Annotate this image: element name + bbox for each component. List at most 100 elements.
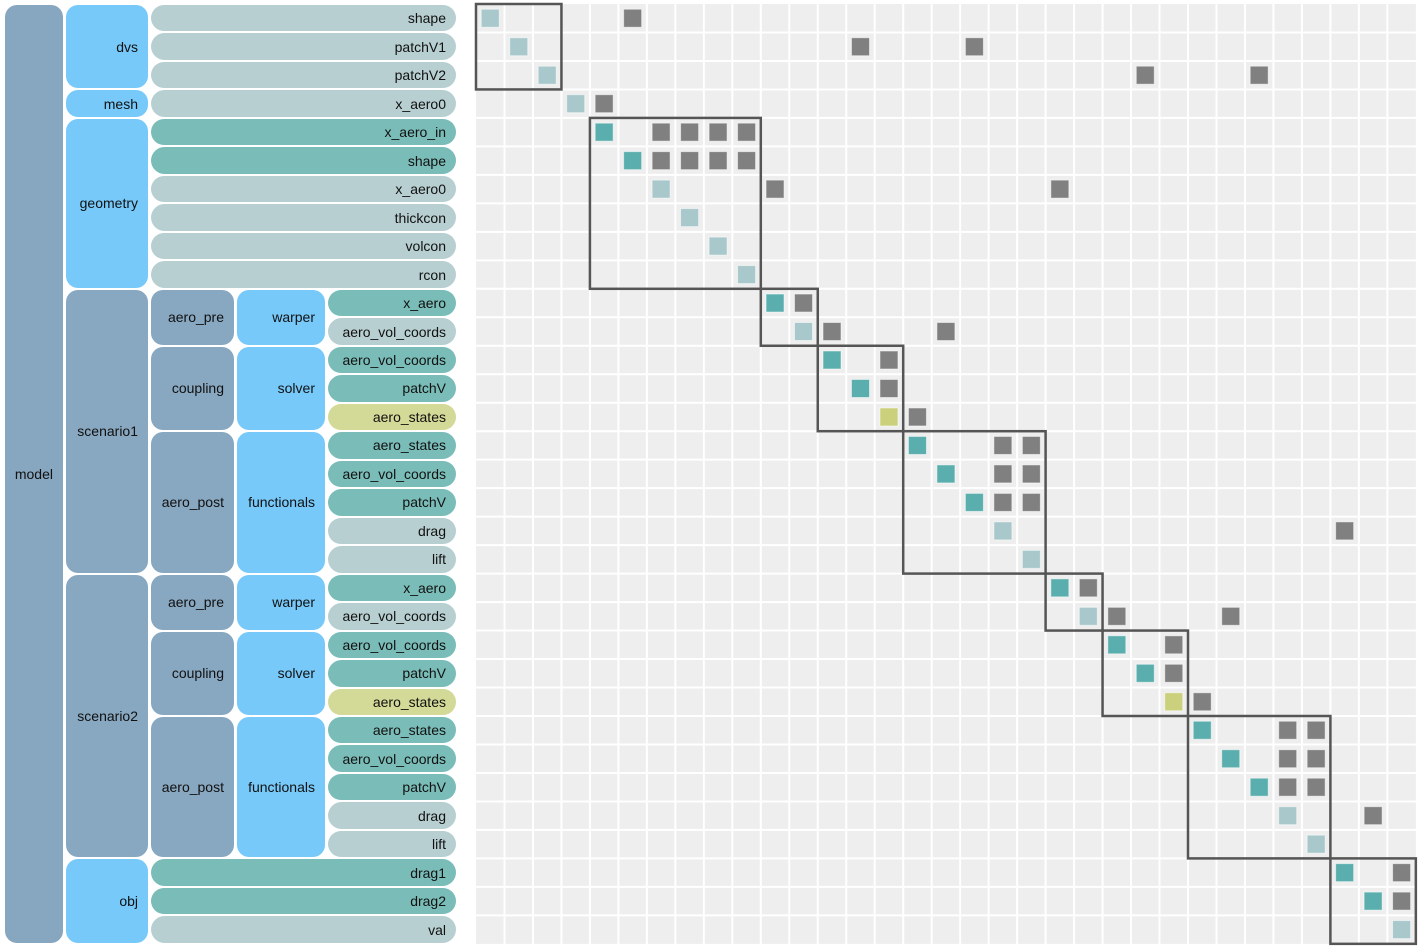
connection-cell[interactable] [1078, 578, 1098, 598]
diagonal-cell-x-aero[interactable] [765, 293, 785, 313]
group-solver[interactable]: solver [237, 346, 325, 431]
diagonal-cell-aero-vol-coords[interactable] [1221, 749, 1241, 769]
connection-cell[interactable] [1107, 606, 1127, 626]
variable-aero-vol-coords[interactable]: aero_vol_coords [328, 460, 456, 488]
connection-cell[interactable] [1392, 863, 1412, 883]
connection-cell[interactable] [993, 492, 1013, 512]
connection-cell[interactable] [794, 293, 814, 313]
group-mesh[interactable]: mesh [66, 90, 148, 117]
diagonal-cell-drag[interactable] [993, 521, 1013, 541]
connection-cell[interactable] [1135, 65, 1155, 85]
variable-shape[interactable]: shape [151, 147, 456, 174]
variable-patchV[interactable]: patchV [328, 660, 456, 687]
diagonal-cell-patchV[interactable] [850, 378, 870, 398]
variable-x-aero[interactable]: x_aero [328, 574, 456, 602]
connection-cell[interactable] [1306, 777, 1326, 797]
variable-aero-vol-coords[interactable]: aero_vol_coords [328, 603, 456, 630]
group-aero-post[interactable]: aero_post [151, 432, 234, 573]
diagonal-cell-lift[interactable] [1306, 834, 1326, 854]
variable-patchV[interactable]: patchV [328, 773, 456, 801]
group-model[interactable]: model [5, 5, 63, 943]
diagonal-cell-patchV[interactable] [1135, 663, 1155, 683]
diagonal-cell-shape[interactable] [623, 151, 643, 171]
diagonal-cell-shape[interactable] [480, 8, 500, 28]
diagonal-cell-patchV[interactable] [964, 492, 984, 512]
variable-x-aero0[interactable]: x_aero0 [151, 90, 456, 117]
connection-cell[interactable] [907, 407, 927, 427]
connection-cell[interactable] [651, 151, 671, 171]
group-coupling[interactable]: coupling [151, 346, 234, 431]
connection-cell[interactable] [1278, 720, 1298, 740]
diagonal-cell-aero-vol-coords[interactable] [794, 322, 814, 342]
group-solver[interactable]: solver [237, 631, 325, 715]
variable-x-aero-in[interactable]: x_aero_in [151, 118, 456, 146]
variable-aero-states[interactable]: aero_states [328, 688, 456, 715]
connection-cell[interactable] [879, 350, 899, 370]
diagonal-cell-x-aero0[interactable] [566, 94, 586, 114]
group-warper[interactable]: warper [237, 574, 325, 630]
diagonal-cell-lift[interactable] [1021, 549, 1041, 569]
group-scenario1[interactable]: scenario1 [66, 289, 148, 573]
variable-aero-states[interactable]: aero_states [328, 432, 456, 459]
connection-cell[interactable] [1278, 777, 1298, 797]
diagonal-cell-aero-states[interactable] [907, 435, 927, 455]
connection-cell[interactable] [1164, 663, 1184, 683]
variable-lift[interactable]: lift [328, 830, 456, 858]
group-dvs[interactable]: dvs [66, 5, 148, 89]
diagonal-cell-x-aero-in[interactable] [594, 122, 614, 142]
diagonal-cell-x-aero0[interactable] [651, 179, 671, 199]
variable-aero-vol-coords[interactable]: aero_vol_coords [328, 318, 456, 345]
variable-x-aero[interactable]: x_aero [328, 289, 456, 317]
diagonal-cell-drag[interactable] [1278, 806, 1298, 826]
diagonal-cell-aero-vol-coords[interactable] [936, 464, 956, 484]
connection-cell[interactable] [765, 179, 785, 199]
connection-cell[interactable] [737, 151, 757, 171]
diagonal-cell-thickcon[interactable] [680, 208, 700, 228]
variable-patchV[interactable]: patchV [328, 489, 456, 516]
connection-cell[interactable] [1021, 464, 1041, 484]
connection-cell[interactable] [1306, 720, 1326, 740]
variable-volcon[interactable]: volcon [151, 232, 456, 260]
variable-val[interactable]: val [151, 916, 456, 943]
connection-cell[interactable] [1363, 806, 1383, 826]
connection-cell[interactable] [1164, 635, 1184, 655]
connection-cell[interactable] [964, 37, 984, 57]
diagonal-cell-patchV2[interactable] [537, 65, 557, 85]
variable-rcon[interactable]: rcon [151, 261, 456, 288]
group-coupling[interactable]: coupling [151, 631, 234, 715]
diagonal-cell-aero-states[interactable] [1192, 720, 1212, 740]
connection-cell[interactable] [1335, 521, 1355, 541]
group-aero-pre[interactable]: aero_pre [151, 574, 234, 630]
group-aero-pre[interactable]: aero_pre [151, 289, 234, 345]
connection-cell[interactable] [737, 122, 757, 142]
group-functionals[interactable]: functionals [237, 432, 325, 573]
diagonal-cell-aero-vol-coords[interactable] [1107, 635, 1127, 655]
group-scenario2[interactable]: scenario2 [66, 574, 148, 858]
variable-lift[interactable]: lift [328, 546, 456, 573]
diagonal-cell-drag2[interactable] [1363, 891, 1383, 911]
connection-cell[interactable] [879, 378, 899, 398]
variable-patchV2[interactable]: patchV2 [151, 61, 456, 89]
connection-cell[interactable] [680, 122, 700, 142]
variable-patchV[interactable]: patchV [328, 375, 456, 402]
connection-cell[interactable] [1050, 179, 1070, 199]
variable-aero-states[interactable]: aero_states [328, 403, 456, 431]
variable-drag2[interactable]: drag2 [151, 887, 456, 915]
connection-cell[interactable] [850, 37, 870, 57]
connection-cell[interactable] [680, 151, 700, 171]
diagonal-cell-aero-states[interactable] [879, 407, 899, 427]
group-warper[interactable]: warper [237, 289, 325, 345]
connection-cell[interactable] [822, 322, 842, 342]
diagonal-cell-aero-vol-coords[interactable] [1078, 606, 1098, 626]
connection-cell[interactable] [1278, 749, 1298, 769]
group-obj[interactable]: obj [66, 859, 148, 943]
connection-cell[interactable] [1392, 891, 1412, 911]
variable-drag[interactable]: drag [328, 802, 456, 829]
connection-cell[interactable] [1021, 435, 1041, 455]
diagonal-cell-volcon[interactable] [708, 236, 728, 256]
variable-drag[interactable]: drag [328, 517, 456, 545]
variable-aero-vol-coords[interactable]: aero_vol_coords [328, 631, 456, 659]
connection-cell[interactable] [1249, 65, 1269, 85]
variable-aero-states[interactable]: aero_states [328, 717, 456, 744]
variable-x-aero0[interactable]: x_aero0 [151, 175, 456, 203]
